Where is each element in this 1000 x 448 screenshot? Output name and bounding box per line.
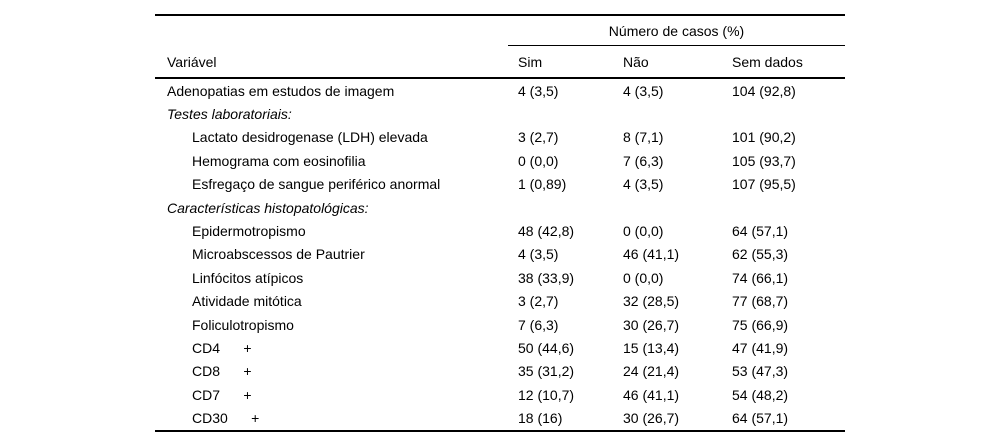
row-label: CD7 + — [192, 386, 252, 403]
table-row: Foliculotropismo 7 (6,3) 30 (26,7) 75 (66,9… — [155, 313, 845, 336]
cell-nao: 7 (6,3) — [623, 152, 664, 169]
row-label: Lactato desidrogenase (LDH) elevada — [192, 129, 428, 146]
cell-sem-dados: 74 (66,1) — [732, 269, 789, 286]
cell-sim — [518, 102, 623, 125]
table-span-header-row: Número de casos (%) — [155, 16, 845, 46]
cell-sem-dados: 101 (90,2) — [732, 129, 796, 146]
cell-sim: 18 (16) — [518, 410, 563, 427]
table-row: Esfregaço de sangue periférico anormal 1 … — [155, 173, 845, 196]
table-row: Epidermotropismo 48 (42,8) 0 (0,0) 64 (57,1… — [155, 219, 845, 242]
cell-sem-dados: 104 (92,8) — [732, 82, 796, 99]
table-row: Testes laboratoriais: — [155, 102, 845, 125]
cell-nao: 24 (21,4) — [623, 363, 680, 380]
row-label: CD30 + — [192, 410, 260, 427]
row-label: Testes laboratoriais: — [167, 106, 292, 123]
cell-nao: 46 (41,1) — [623, 246, 680, 263]
span-header-numero-de-casos: Número de casos (%) — [508, 16, 845, 46]
cell-sim: 1 (0,89) — [518, 176, 567, 193]
cell-sim: 12 (10,7) — [518, 386, 575, 403]
table-row: Linfócitos atípicos 38 (33,9) 0 (0,0) 74 (6… — [155, 266, 845, 289]
table-row: CD7 + 12 (10,7) 46 (41,1) 54 (48,2) — [155, 383, 845, 406]
column-header-sem-dados: Sem dados — [732, 53, 803, 70]
cell-nao: 30 (26,7) — [623, 410, 680, 427]
cell-sim: 4 (3,5) — [518, 82, 559, 99]
row-label: Hemograma com eosinofilia — [192, 152, 366, 169]
table-row: Adenopatias em estudos de imagem 4 (3,5) 4… — [155, 79, 845, 102]
column-header-sim: Sim — [518, 53, 543, 70]
cell-sem-dados: 54 (48,2) — [732, 386, 789, 403]
cell-sim: 3 (2,7) — [518, 293, 559, 310]
cell-nao: 30 (26,7) — [623, 316, 680, 333]
row-label: CD4 + — [192, 339, 252, 356]
cell-sem-dados: 53 (47,3) — [732, 363, 789, 380]
row-label: Características histopatológicas: — [167, 199, 369, 216]
column-header-nao: Não — [623, 53, 649, 70]
cell-sem-dados: 64 (57,1) — [732, 223, 789, 240]
table-column-header-row: Variável Sim Não Sem dados — [155, 46, 845, 79]
cell-sim: 50 (44,6) — [518, 339, 575, 356]
cell-sem-dados — [732, 196, 845, 219]
cell-nao: 0 (0,0) — [623, 223, 664, 240]
cell-sem-dados: 47 (41,9) — [732, 339, 789, 356]
cell-nao — [623, 196, 732, 219]
table-row: Lactato desidrogenase (LDH) elevada 3 (2,… — [155, 126, 845, 149]
cell-sem-dados: 107 (95,5) — [732, 176, 796, 193]
cell-nao: 8 (7,1) — [623, 129, 664, 146]
cell-sem-dados: 105 (93,7) — [732, 152, 796, 169]
row-label: Atividade mitótica — [192, 293, 302, 310]
row-label: CD8 + — [192, 363, 252, 380]
cell-sim — [518, 196, 623, 219]
cell-sim: 38 (33,9) — [518, 269, 575, 286]
cell-sim: 7 (6,3) — [518, 316, 559, 333]
row-label: Adenopatias em estudos de imagem — [167, 82, 395, 99]
cell-sem-dados: 75 (66,9) — [732, 316, 789, 333]
cell-sim: 35 (31,2) — [518, 363, 575, 380]
table-row: Microabscessos de Pautrier 4 (3,5) 46 (41,… — [155, 243, 845, 266]
span-header-spacer — [155, 16, 508, 46]
table-row: CD8 + 35 (31,2) 24 (21,4) 53 (47,3) — [155, 360, 845, 383]
cell-sim: 4 (3,5) — [518, 246, 559, 263]
cell-nao: 4 (3,5) — [623, 82, 664, 99]
cell-nao: 15 (13,4) — [623, 339, 680, 356]
cell-sim: 0 (0,0) — [518, 152, 559, 169]
cell-nao: 32 (28,5) — [623, 293, 680, 310]
table-row: Características histopatológicas: — [155, 196, 845, 219]
table-row: Hemograma com eosinofilia 0 (0,0) 7 (6,3) 1… — [155, 149, 845, 172]
cell-sem-dados: 62 (55,3) — [732, 246, 789, 263]
cell-nao: 4 (3,5) — [623, 176, 664, 193]
column-header-variavel: Variável — [167, 53, 217, 70]
table-row: CD4 + 50 (44,6) 15 (13,4) 47 (41,9) — [155, 336, 845, 359]
cell-nao: 46 (41,1) — [623, 386, 680, 403]
cell-sem-dados: 64 (57,1) — [732, 410, 789, 427]
data-table: Número de casos (%) Variável Sim Não Sem… — [155, 14, 845, 432]
cell-sim: 3 (2,7) — [518, 129, 559, 146]
row-label: Microabscessos de Pautrier — [192, 246, 365, 263]
cell-sim: 48 (42,8) — [518, 223, 575, 240]
table-row: Atividade mitótica 3 (2,7) 32 (28,5) 77 (68… — [155, 290, 845, 313]
cell-nao: 0 (0,0) — [623, 269, 664, 286]
row-label: Esfregaço de sangue periférico anormal — [192, 176, 441, 193]
cell-sem-dados: 77 (68,7) — [732, 293, 789, 310]
table-row: CD30 + 18 (16) 30 (26,7) 64 (57,1) — [155, 406, 845, 429]
cell-nao — [623, 102, 732, 125]
row-label: Foliculotropismo — [192, 316, 294, 333]
row-label: Epidermotropismo — [192, 223, 306, 240]
table-body: Adenopatias em estudos de imagem 4 (3,5) 4… — [155, 79, 845, 430]
cell-sem-dados — [732, 102, 845, 125]
row-label: Linfócitos atípicos — [192, 269, 304, 286]
